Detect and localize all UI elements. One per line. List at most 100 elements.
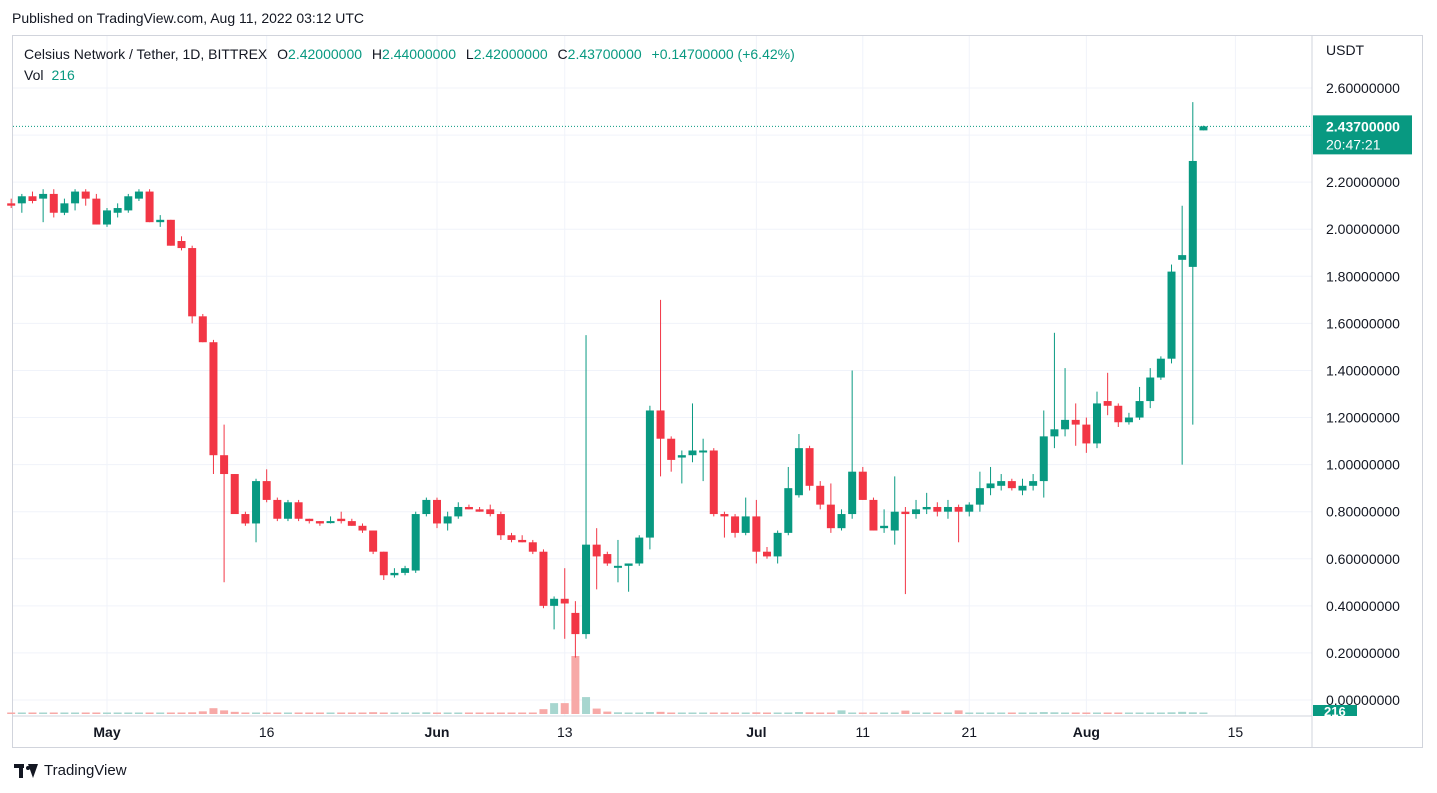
volume-bar [1029, 712, 1038, 714]
volume-bar [1071, 712, 1080, 714]
candle-body [752, 516, 761, 552]
candle-body [656, 410, 665, 439]
chart-frame[interactable] [12, 35, 1423, 748]
candle-body [1199, 126, 1208, 131]
candle-body [1103, 401, 1112, 406]
volume-bar [283, 712, 292, 714]
candle-body [113, 208, 122, 213]
candle-body [390, 572, 399, 576]
candle-body [347, 521, 356, 526]
candle-body [305, 518, 314, 522]
y-tick-label: 0.80000000 [1326, 504, 1400, 520]
candle-body [1061, 419, 1070, 430]
x-axis-ticks: May 16 Jun 13 Jul 11 21 Aug 15 [93, 724, 1243, 740]
candle-body [592, 544, 601, 557]
volume-bar [241, 712, 250, 714]
low-value: 2.42000000 [473, 46, 548, 62]
x-tick-label: 11 [856, 724, 871, 740]
volume-bar [784, 712, 793, 714]
candle-body [763, 551, 771, 557]
candle-body [624, 563, 633, 566]
candle-body [709, 450, 718, 515]
candle-body [145, 191, 154, 223]
candle-body [464, 506, 473, 510]
candle-body [17, 196, 26, 204]
candle-body [81, 191, 90, 199]
candle-body [720, 514, 729, 517]
volume-bar [943, 712, 952, 714]
candle-body [92, 198, 101, 225]
candle-body [252, 481, 261, 524]
volume-bar [890, 712, 899, 714]
candle-body [869, 499, 878, 531]
y-tick-label: 2.00000000 [1326, 221, 1400, 237]
volume-bar [826, 712, 835, 714]
volume-bar [880, 712, 889, 714]
volume-bar [1039, 712, 1048, 714]
volume-bar [805, 712, 814, 714]
tradingview-logo-icon [14, 763, 38, 778]
candle-body [826, 504, 835, 529]
volume-bar [1114, 712, 1123, 714]
volume-bar [220, 710, 229, 714]
candle-body [273, 499, 282, 519]
volume-bar [645, 712, 654, 714]
y-tick-label: 1.80000000 [1326, 268, 1400, 284]
candle-body [528, 542, 537, 552]
volume-bar [358, 712, 367, 714]
y-axis-currency: USDT [1326, 42, 1365, 58]
volume-badge-label: 216 [1324, 704, 1346, 719]
candle-body [496, 514, 505, 536]
volume-bar [550, 703, 559, 714]
volume-bar [166, 712, 175, 714]
volume-bar [401, 712, 410, 714]
candle-body [262, 481, 271, 500]
volume-bar [390, 712, 399, 714]
candle-body [156, 219, 165, 223]
candle-body [103, 210, 111, 225]
candle-body [816, 485, 825, 505]
volume-bar [433, 712, 441, 714]
y-tick-label: 2.20000000 [1326, 174, 1400, 190]
volume-bar [837, 710, 846, 714]
volume-bar [464, 712, 473, 714]
candle-body [550, 598, 559, 606]
candle-body [539, 551, 548, 606]
x-tick-label: 21 [961, 724, 977, 740]
volume-bar [422, 712, 431, 714]
candle-body [60, 203, 69, 213]
candle-body [848, 471, 857, 515]
volume-bar [1146, 712, 1155, 714]
volume-bar [230, 711, 239, 714]
volume-bar [965, 712, 974, 714]
volume-bar [816, 712, 825, 714]
tradingview-footer[interactable]: TradingView [14, 762, 127, 779]
volume-bar [794, 712, 803, 714]
volume-label: Vol [24, 67, 44, 83]
candle-body [28, 196, 37, 201]
open-value: 2.42000000 [288, 46, 363, 62]
candle-body [1082, 424, 1091, 444]
candle-body [773, 532, 782, 557]
candle-body [7, 203, 16, 206]
candle-body [794, 448, 803, 496]
y-tick-label: 0.40000000 [1326, 598, 1400, 614]
candle-body [1188, 160, 1197, 267]
volume-bar [496, 712, 505, 714]
volume-bar [954, 710, 963, 714]
low-label: L [465, 46, 474, 62]
volume-bar [486, 712, 495, 714]
high-label: H [371, 46, 383, 62]
candle-body [890, 511, 899, 531]
candle-body [283, 502, 292, 519]
volume-bar [613, 712, 622, 714]
change-value: +0.14700000 (+6.42%) [651, 46, 795, 62]
candle-body [379, 551, 388, 576]
volume-bar [922, 712, 931, 714]
volume-bar [252, 712, 261, 714]
volume-bar [1178, 711, 1187, 714]
volume-bar [134, 712, 143, 714]
volume-bar [315, 712, 324, 714]
volume-bar [624, 712, 633, 714]
